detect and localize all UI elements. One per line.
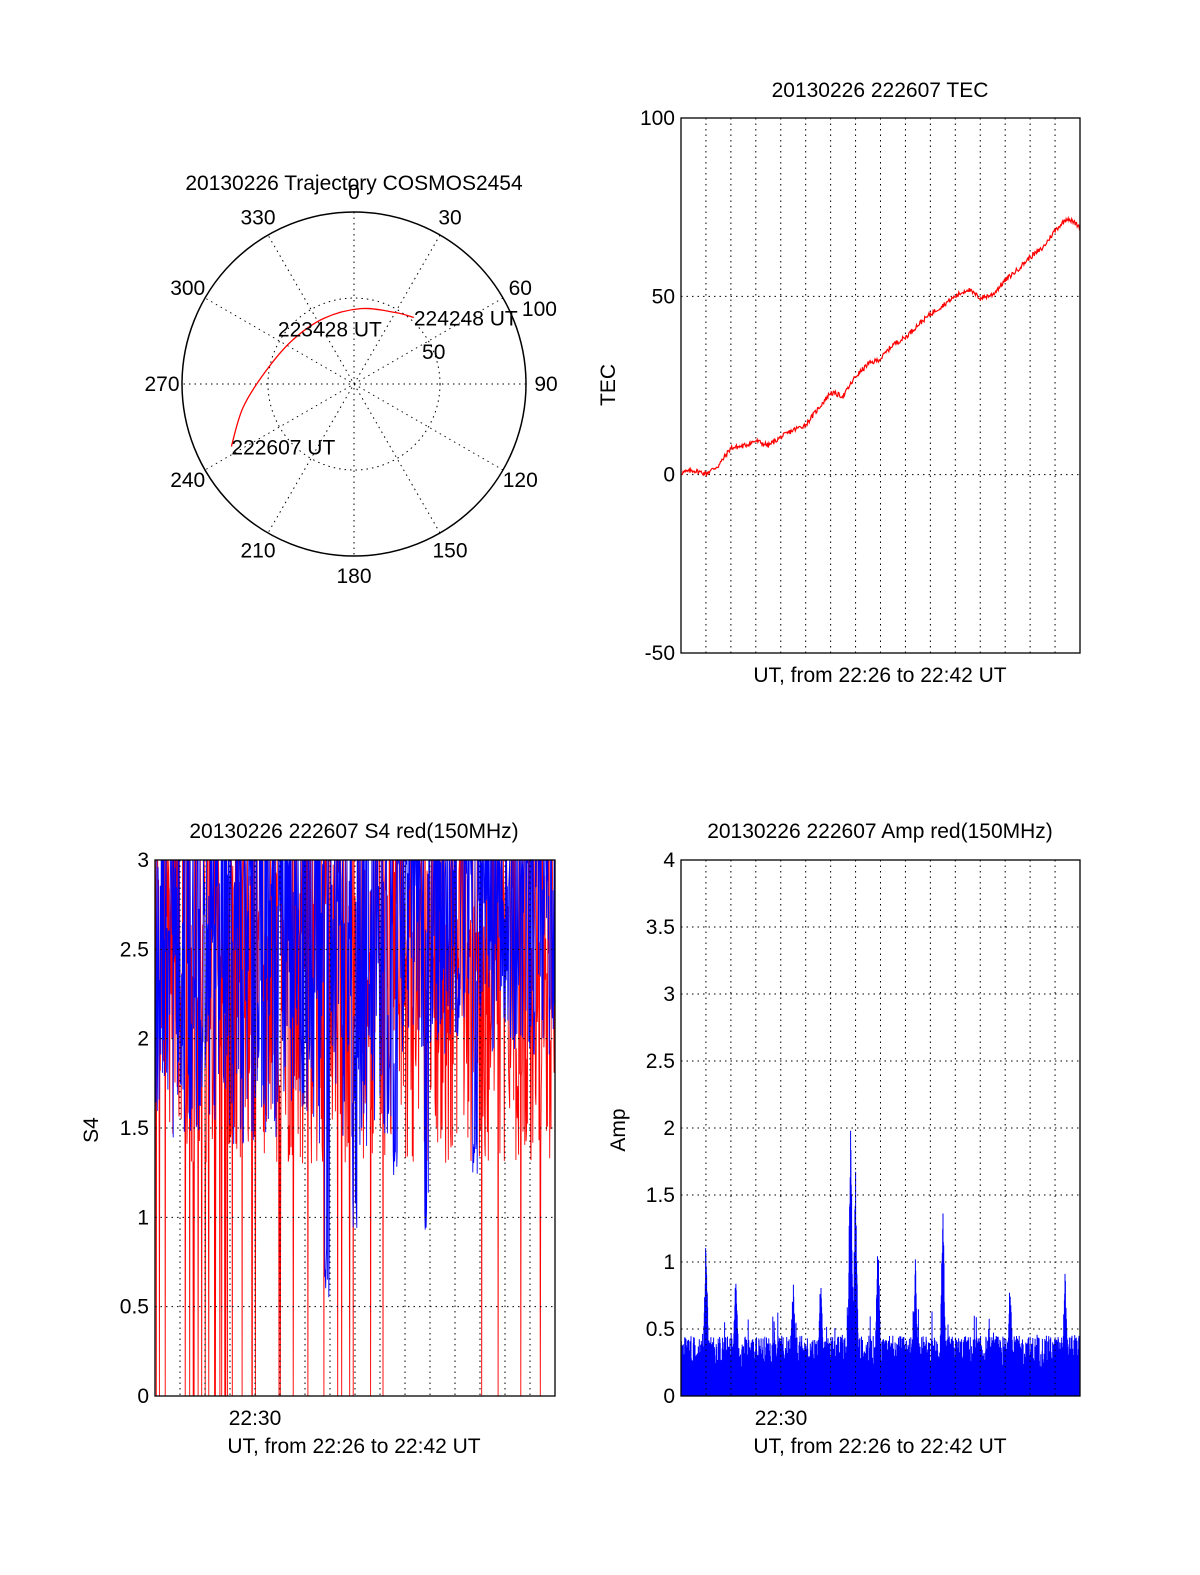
- ytick-label: 0.5: [646, 1318, 675, 1341]
- azimuth-label: 330: [240, 207, 275, 230]
- azimuth-label: 90: [534, 373, 557, 396]
- polar-inner-ring: [267, 297, 441, 471]
- azimuth-label: 150: [432, 539, 467, 562]
- tec-series-line: [680, 215, 1081, 478]
- amp-plot: 20130226 222607 Amp red(150MHz) 0 0.5 1 1.5…: [607, 820, 1081, 1458]
- ytick-label: 2: [137, 1028, 149, 1051]
- s4-ylabel: S4: [80, 1117, 103, 1143]
- ytick-label: 0: [137, 1385, 149, 1408]
- polar-trajectory-plot: 20130226 Trajectory COSMOS2454 0 30 60 90 12…: [144, 172, 557, 588]
- trajectory-time-label: 223428 UT: [278, 318, 382, 341]
- ytick-label: 1: [663, 1251, 675, 1274]
- azimuth-label: 30: [438, 207, 461, 230]
- tec-title: 20130226 222607 TEC: [772, 79, 989, 102]
- azimuth-label: 210: [240, 539, 275, 562]
- tec-ylabel: TEC: [597, 364, 620, 406]
- polar-spoke: [267, 234, 441, 534]
- trajectory-time-label: 224248 UT: [414, 308, 518, 331]
- azimuth-label: 0: [348, 181, 360, 204]
- ytick-label: 50: [652, 285, 675, 308]
- s4-xtick-label: 22:30: [229, 1407, 282, 1430]
- amp-plot-frame: [680, 859, 1081, 1397]
- polar-title: 20130226 Trajectory COSMOS2454: [185, 172, 523, 195]
- s4-xlabel: UT, from 22:26 to 22:42 UT: [227, 1435, 480, 1458]
- ytick-label: 2: [663, 1117, 675, 1140]
- ytick-label: 0: [663, 1385, 675, 1408]
- ytick-label: 3.5: [646, 916, 675, 939]
- ytick-label: -50: [645, 642, 675, 665]
- azimuth-label: 180: [336, 565, 371, 588]
- radial-label: 100: [522, 298, 557, 321]
- ytick-label: 2.5: [120, 938, 149, 961]
- ytick-label: 100: [640, 107, 675, 130]
- tec-plot: 20130226 222607 TEC -50 0 50 100 UT, from 2…: [597, 79, 1081, 687]
- azimuth-label: 120: [503, 469, 538, 492]
- amp-xlabel: UT, from 22:26 to 22:42 UT: [753, 1435, 1006, 1458]
- azimuth-label: 60: [509, 277, 532, 300]
- amp-title: 20130226 222607 Amp red(150MHz): [707, 820, 1053, 843]
- trajectory-line: [230, 307, 414, 447]
- ytick-label: 0.5: [120, 1296, 149, 1319]
- ytick-label: 0: [663, 464, 675, 487]
- amp-xtick-label: 22:30: [755, 1407, 808, 1430]
- azimuth-label: 240: [170, 469, 205, 492]
- tec-xlabel: UT, from 22:26 to 22:42 UT: [753, 664, 1006, 687]
- radial-label: 50: [422, 341, 445, 364]
- azimuth-label: 300: [170, 277, 205, 300]
- tec-plot-frame: [680, 117, 1081, 654]
- amp-ylabel: Amp: [607, 1108, 630, 1151]
- ytick-label: 1.5: [120, 1117, 149, 1140]
- ytick-label: 4: [663, 849, 675, 872]
- ytick-label: 3: [663, 983, 675, 1006]
- ytick-label: 2.5: [646, 1050, 675, 1073]
- amp-baseline-fill: [681, 1366, 1080, 1396]
- ytick-label: 1: [137, 1206, 149, 1229]
- ytick-label: 1.5: [646, 1184, 675, 1207]
- ytick-label: 3: [137, 849, 149, 872]
- trajectory-time-label: 222607 UT: [231, 436, 335, 459]
- s4-plot-frame: [154, 859, 556, 1397]
- s4-plot: 20130226 222607 S4 red(150MHz) 0 0.5 1 1.5 2…: [80, 820, 556, 1458]
- s4-title: 20130226 222607 S4 red(150MHz): [189, 820, 518, 843]
- azimuth-label: 270: [144, 373, 179, 396]
